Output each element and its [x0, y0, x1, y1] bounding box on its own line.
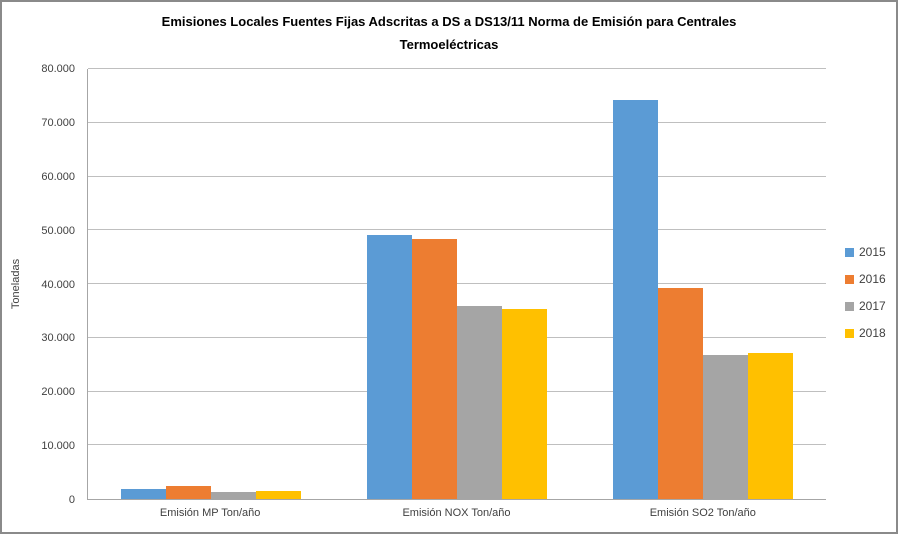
y-tick-label: 10.000	[41, 440, 75, 453]
legend-item-2018[interactable]: 2018	[845, 325, 886, 342]
y-tick-label: 70.000	[41, 116, 75, 129]
bar-groups	[88, 69, 826, 499]
bar-2017[interactable]	[211, 492, 256, 499]
bar-2016[interactable]	[412, 238, 457, 499]
bar-2018[interactable]	[502, 309, 547, 499]
legend-swatch-icon	[845, 248, 854, 257]
y-tick-label: 0	[68, 494, 75, 506]
bar-group	[88, 69, 334, 499]
y-axis-title: Toneladas	[10, 258, 22, 310]
legend: 2015 2016 2017 2018	[845, 244, 886, 352]
bar-2018[interactable]	[748, 352, 793, 499]
legend-item-2017[interactable]: 2017	[845, 298, 886, 315]
bar-group	[580, 69, 826, 499]
bar-2016[interactable]	[658, 288, 703, 499]
legend-item-2015[interactable]: 2015	[845, 244, 886, 261]
bar-2015[interactable]	[613, 99, 658, 499]
legend-item-2016[interactable]: 2016	[845, 271, 886, 288]
x-category-label: Emisión NOX Ton/año	[402, 507, 511, 519]
legend-swatch-icon	[845, 275, 854, 284]
legend-label: 2017	[859, 299, 886, 313]
legend-swatch-icon	[845, 302, 854, 311]
bar-2017[interactable]	[703, 354, 748, 499]
y-tick-label: 50.000	[41, 224, 75, 237]
x-category-label: Emisión SO2 Ton/año	[649, 507, 756, 519]
gridline	[88, 68, 826, 69]
gridline	[88, 175, 826, 177]
bar-group	[334, 69, 580, 499]
legend-swatch-icon	[845, 329, 854, 338]
x-category-label: Emisión MP Ton/año	[159, 507, 261, 519]
bar-2017[interactable]	[457, 305, 502, 499]
bar-2015[interactable]	[121, 489, 166, 499]
gridline	[88, 283, 826, 284]
legend-label: 2018	[859, 326, 886, 340]
y-tick-label: 20.000	[41, 386, 75, 399]
bar-2015[interactable]	[367, 235, 412, 499]
gridline	[88, 121, 826, 123]
chart-title: Emisiones Locales Fuentes Fijas Adscrita…	[161, 14, 737, 52]
bar-2016[interactable]	[166, 485, 211, 499]
plot-area	[87, 68, 826, 500]
bar-2018[interactable]	[256, 490, 301, 499]
y-tick-label: 30.000	[41, 332, 75, 345]
legend-label: 2015	[859, 245, 886, 259]
y-tick-label: 40.000	[41, 278, 75, 291]
legend-label: 2016	[859, 272, 886, 286]
x-axis-category-labels: Emisión MP Ton/año Emisión NOX Ton/año Emi…	[87, 507, 826, 519]
y-tick-label: 60.000	[41, 170, 75, 183]
gridline	[88, 229, 826, 231]
y-tick-label: 80.000	[41, 63, 75, 75]
